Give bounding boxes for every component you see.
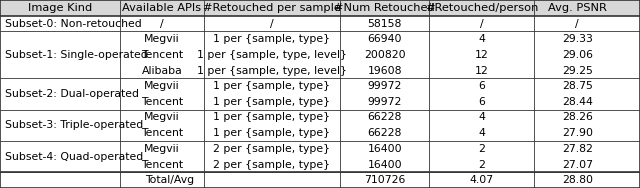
Text: Tencent: Tencent (141, 50, 183, 60)
Text: 710726: 710726 (364, 175, 405, 185)
Text: Megvii: Megvii (144, 144, 180, 154)
Text: 12: 12 (475, 65, 488, 76)
Text: Tencent: Tencent (141, 128, 183, 138)
Text: 12: 12 (475, 50, 488, 60)
Text: Megvii: Megvii (144, 112, 180, 123)
Text: 6: 6 (478, 97, 485, 107)
Text: 1 per {sample, type, level}: 1 per {sample, type, level} (196, 50, 347, 60)
Text: 1 per {sample, type}: 1 per {sample, type} (213, 112, 330, 123)
Text: 29.33: 29.33 (562, 34, 593, 44)
Text: Image Kind: Image Kind (28, 3, 92, 13)
Text: 27.90: 27.90 (562, 128, 593, 138)
Text: Avg. PSNR: Avg. PSNR (548, 3, 607, 13)
Bar (0, 0, 640, 16)
Text: 28.26: 28.26 (562, 112, 593, 123)
Text: 16400: 16400 (367, 144, 402, 154)
Text: #Num Retouched: #Num Retouched (334, 3, 435, 13)
Text: 66228: 66228 (367, 112, 402, 123)
Text: 6: 6 (478, 81, 485, 91)
Text: 2 per {sample, type}: 2 per {sample, type} (213, 144, 330, 154)
Text: 29.06: 29.06 (562, 50, 593, 60)
Text: Megvii: Megvii (144, 34, 180, 44)
Text: 1 per {sample, type}: 1 per {sample, type} (213, 97, 330, 107)
Text: 27.07: 27.07 (562, 159, 593, 170)
Text: 4: 4 (478, 128, 485, 138)
Text: 58158: 58158 (367, 18, 402, 29)
Text: #Retouched/person: #Retouched/person (425, 3, 538, 13)
Text: 1 per {sample, type}: 1 per {sample, type} (213, 34, 330, 44)
Text: 29.25: 29.25 (562, 65, 593, 76)
Text: 2: 2 (478, 159, 485, 170)
Text: 28.75: 28.75 (562, 81, 593, 91)
Text: /: / (160, 18, 164, 29)
Text: 28.80: 28.80 (562, 175, 593, 185)
Text: 16400: 16400 (367, 159, 402, 170)
Text: 200820: 200820 (364, 50, 406, 60)
Text: Subset-4: Quad-operated: Subset-4: Quad-operated (5, 152, 143, 162)
Text: 1 per {sample, type, level}: 1 per {sample, type, level} (196, 65, 347, 76)
Text: /: / (575, 18, 579, 29)
Text: Tencent: Tencent (141, 159, 183, 170)
Text: Subset-2: Dual-operated: Subset-2: Dual-operated (5, 89, 139, 99)
Text: 2 per {sample, type}: 2 per {sample, type} (213, 159, 330, 170)
Text: Subset-1: Single-operated: Subset-1: Single-operated (5, 50, 148, 60)
Text: Alibaba: Alibaba (141, 65, 182, 76)
Text: Subset-0: Non-retouched: Subset-0: Non-retouched (5, 18, 141, 29)
Text: #Retouched per sample: #Retouched per sample (203, 3, 340, 13)
Text: 28.44: 28.44 (562, 97, 593, 107)
Text: 27.82: 27.82 (562, 144, 593, 154)
Text: 4: 4 (478, 112, 485, 123)
Text: 19608: 19608 (367, 65, 402, 76)
Text: 4.07: 4.07 (470, 175, 493, 185)
Text: Megvii: Megvii (144, 81, 180, 91)
Text: /: / (270, 18, 273, 29)
Text: Total/Avg: Total/Avg (145, 175, 195, 185)
Text: 99972: 99972 (367, 81, 402, 91)
Text: Tencent: Tencent (141, 97, 183, 107)
Text: 1 per {sample, type}: 1 per {sample, type} (213, 81, 330, 91)
Text: Available APIs: Available APIs (122, 3, 202, 13)
Text: 1 per {sample, type}: 1 per {sample, type} (213, 128, 330, 138)
Text: /: / (480, 18, 483, 29)
Text: 99972: 99972 (367, 97, 402, 107)
Text: 4: 4 (478, 34, 485, 44)
Text: 66228: 66228 (367, 128, 402, 138)
Text: 66940: 66940 (367, 34, 402, 44)
Text: 2: 2 (478, 144, 485, 154)
Text: Subset-3: Triple-operated: Subset-3: Triple-operated (5, 120, 143, 130)
